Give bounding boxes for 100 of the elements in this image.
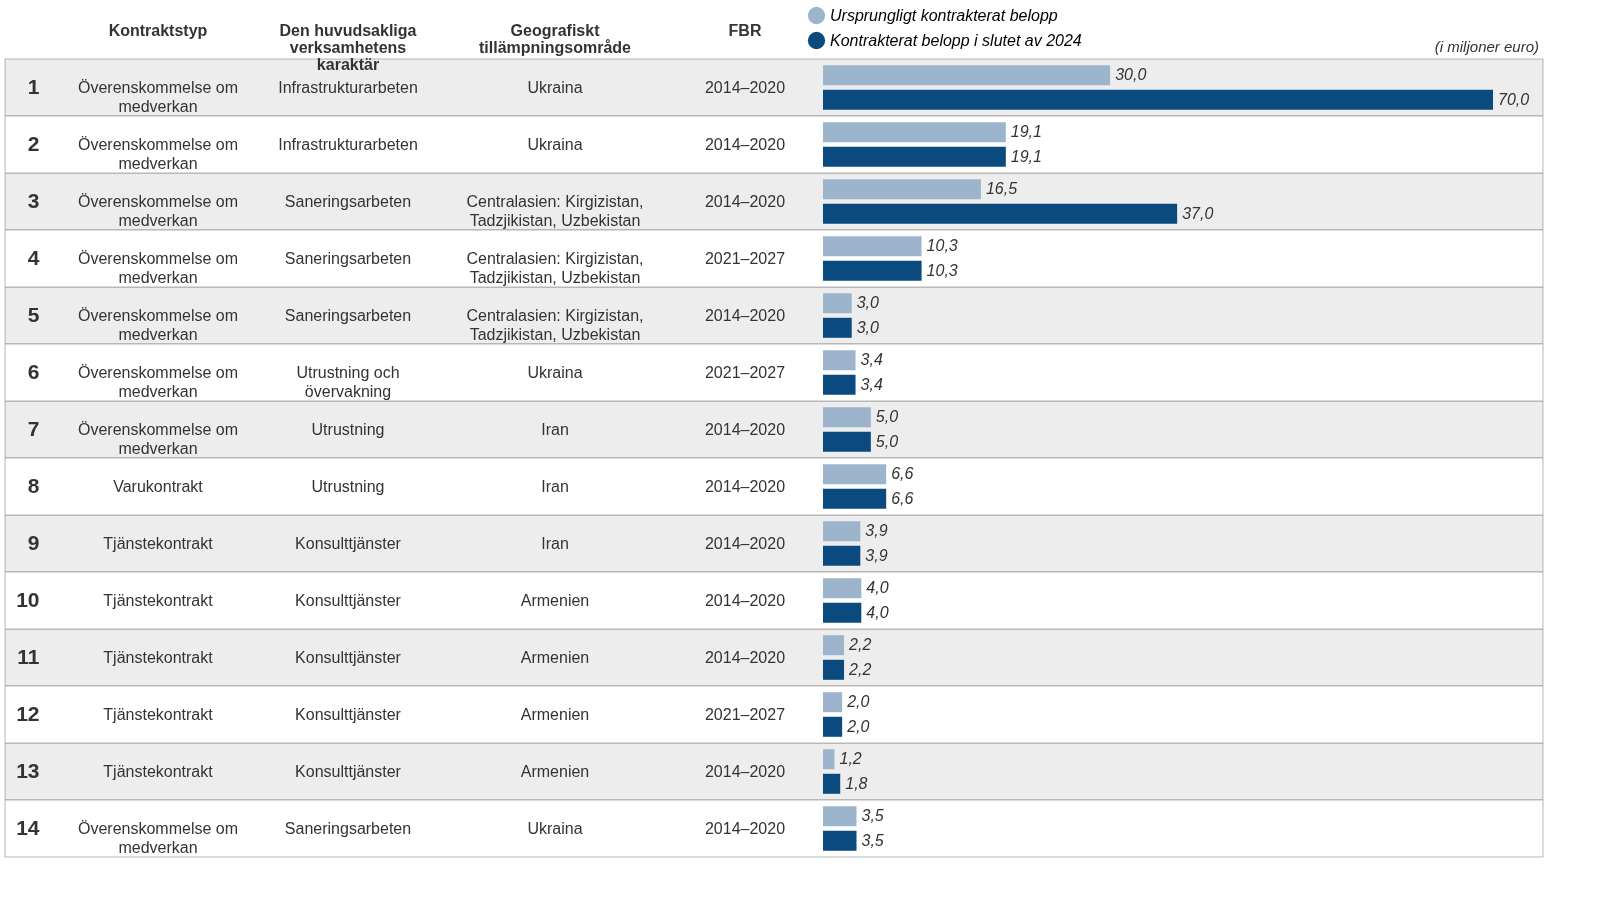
data-label: 2,2 <box>848 660 872 678</box>
y-tick-label: 2 <box>27 131 40 155</box>
bar <box>823 146 1006 167</box>
data-label: 4,0 <box>866 579 889 597</box>
data-label: 3,9 <box>865 522 888 540</box>
data-label: 3,4 <box>860 375 883 393</box>
data-label: 3,5 <box>861 831 884 849</box>
data-label: 4,0 <box>866 603 889 621</box>
bar <box>823 317 852 338</box>
y-tick-label: 12 <box>16 701 40 725</box>
text: (i miljoner euro) <box>1434 38 1539 55</box>
text: Iran <box>541 534 569 552</box>
data-label: 5,0 <box>875 408 899 426</box>
text: Varukontrakt <box>113 477 203 495</box>
text: 2014–2020 <box>704 192 786 210</box>
text: Saneringsarbeten <box>284 819 412 837</box>
bar <box>823 236 922 257</box>
text: Konsulttjänster <box>295 648 401 666</box>
bar <box>823 488 887 509</box>
data-label: 2,0 <box>846 717 870 735</box>
text: Konsulttjänster <box>295 534 401 552</box>
bar <box>823 659 845 680</box>
data-label: 2,0 <box>846 693 870 711</box>
text: 2014–2020 <box>704 591 786 609</box>
category-label: Kontraktstyp <box>108 21 208 39</box>
y-tick-label: 1 <box>27 74 40 98</box>
data-label: 5,0 <box>875 432 899 450</box>
y-tick-label: 11 <box>17 644 40 668</box>
bar <box>823 773 841 794</box>
bar <box>823 260 922 281</box>
legend-label: Ursprungligt kontrakterat belopp <box>830 6 1058 24</box>
y-tick-label: 8 <box>27 473 40 497</box>
text: 2014–2020 <box>704 648 786 666</box>
text: Konsulttjänster <box>295 705 401 723</box>
y-tick-label: 9 <box>27 530 40 554</box>
bar <box>823 464 887 485</box>
y-tick-label: 7 <box>27 416 40 440</box>
category-label: Geografiskt tillämpningsområde <box>478 21 632 56</box>
text: 2014–2020 <box>704 534 786 552</box>
bar <box>823 122 1006 143</box>
y-tick-label: 14 <box>16 815 40 839</box>
data-label: 2,2 <box>848 636 872 654</box>
bar <box>823 806 857 827</box>
text: 2021–2027 <box>704 705 786 723</box>
bar <box>823 179 981 200</box>
text: Centralasien: Kirgizistan, Tadzjikistan, Uzbekistan <box>466 306 644 343</box>
text: Konsulttjänster <box>295 762 401 780</box>
text: Tjänstekontrakt <box>103 762 213 780</box>
bar <box>823 545 861 566</box>
text: Utrustning <box>311 477 385 495</box>
data-label: 1,8 <box>845 774 868 792</box>
text: Överenskommelse om medverkan <box>77 192 239 229</box>
legend-label: Kontrakterat belopp i slutet av 2024 <box>830 31 1082 49</box>
bar <box>823 602 862 623</box>
text: Överenskommelse om medverkan <box>77 306 239 343</box>
text: Konsulttjänster <box>295 591 401 609</box>
text: 2014–2020 <box>704 420 786 438</box>
bar <box>823 716 843 737</box>
text: Armenien <box>520 648 590 666</box>
text: Överenskommelse om medverkan <box>77 819 239 856</box>
data-label: 10,3 <box>926 261 958 279</box>
data-label: 30,0 <box>1115 66 1147 84</box>
text: Centralasien: Kirgizistan, Tadzjikistan, Uzbekistan <box>466 249 644 286</box>
bar <box>823 65 1111 86</box>
text: Överenskommelse om medverkan <box>77 249 239 286</box>
text: Infrastrukturarbeten <box>278 135 418 153</box>
bar <box>823 749 835 770</box>
data-label: 6,6 <box>891 465 914 483</box>
bar <box>823 578 862 599</box>
data-label: 10,3 <box>926 237 958 255</box>
data-label: 19,1 <box>1010 123 1042 141</box>
text: 2014–2020 <box>704 306 786 324</box>
bar <box>823 431 871 452</box>
y-tick-label: 4 <box>27 245 40 269</box>
text: Saneringsarbeten <box>284 306 412 324</box>
text: Ukraina <box>527 819 583 837</box>
y-tick-label: 13 <box>16 758 40 782</box>
bar <box>823 89 1493 110</box>
data-label: 1,2 <box>839 750 862 768</box>
text: 2014–2020 <box>704 477 786 495</box>
data-label: 70,0 <box>1498 90 1530 108</box>
data-label: 19,1 <box>1010 147 1042 165</box>
text: Armenien <box>520 591 590 609</box>
bar <box>823 374 856 395</box>
bar <box>823 521 861 542</box>
category-label: Den huvudsakliga verksamhetens karaktär <box>279 21 417 73</box>
data-label: 6,6 <box>891 489 914 507</box>
text: 2014–2020 <box>704 819 786 837</box>
text: 2014–2020 <box>704 762 786 780</box>
data-label: 3,0 <box>856 318 880 336</box>
text: Armenien <box>520 762 590 780</box>
text: Tjänstekontrakt <box>103 534 213 552</box>
text: Saneringsarbeten <box>284 192 412 210</box>
text: 2014–2020 <box>704 135 786 153</box>
text: 2021–2027 <box>704 363 786 381</box>
text: Utrustning <box>311 420 385 438</box>
data-label: 16,5 <box>985 180 1018 198</box>
text: Iran <box>541 420 569 438</box>
text: Tjänstekontrakt <box>103 648 213 666</box>
y-tick-label: 6 <box>27 359 40 383</box>
